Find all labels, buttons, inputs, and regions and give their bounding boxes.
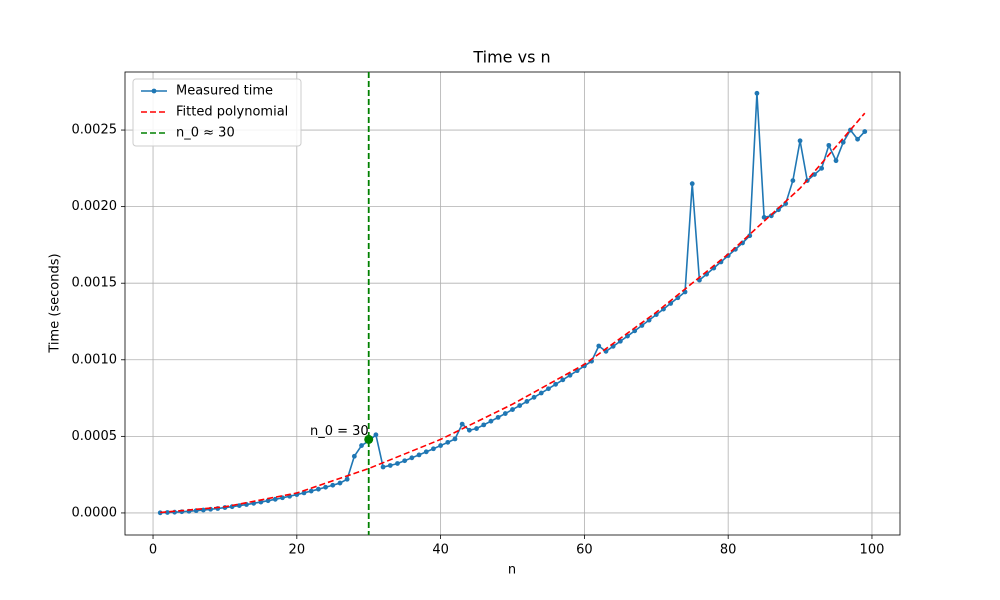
data-point <box>747 233 753 239</box>
data-point <box>459 421 465 427</box>
data-point <box>596 343 602 349</box>
data-point <box>689 181 695 187</box>
y-tick-label: 0.0020 <box>72 199 118 214</box>
data-point <box>200 507 206 513</box>
data-point <box>165 510 170 515</box>
data-point <box>416 452 422 458</box>
data-point <box>761 214 767 220</box>
data-point <box>380 464 386 470</box>
data-point <box>538 390 544 396</box>
data-point <box>351 453 357 459</box>
data-point <box>481 422 487 428</box>
data-point <box>272 496 278 502</box>
data-point <box>438 443 444 448</box>
data-point <box>474 426 479 431</box>
x-tick-label: 100 <box>860 543 885 558</box>
data-point <box>466 427 472 433</box>
data-point <box>790 178 796 183</box>
data-point <box>236 503 242 508</box>
data-point <box>445 439 451 445</box>
data-point <box>423 449 429 455</box>
y-tick-label: 0.0005 <box>72 429 118 444</box>
y-tick-label: 0.0015 <box>72 276 118 291</box>
x-axis-label: n <box>508 563 516 578</box>
data-point <box>337 480 343 486</box>
data-point <box>344 476 350 482</box>
data-point <box>359 443 364 448</box>
data-point <box>395 461 400 466</box>
data-point <box>323 484 328 490</box>
data-point <box>431 446 436 452</box>
x-tick-label: 80 <box>720 543 737 558</box>
x-tick-label: 40 <box>432 543 449 558</box>
data-point <box>754 90 760 96</box>
chart-title: Time vs n <box>472 48 550 67</box>
data-point <box>797 138 803 144</box>
series-line <box>160 112 866 514</box>
plot-frame <box>124 71 901 536</box>
data-point <box>315 486 321 492</box>
legend-box <box>132 78 302 147</box>
data-point <box>488 418 494 424</box>
data-point <box>862 129 868 134</box>
data-point <box>452 436 458 442</box>
data-point <box>510 407 515 412</box>
data-point <box>402 458 408 464</box>
data-point <box>833 158 839 164</box>
data-point <box>517 403 523 408</box>
data-point <box>502 411 508 416</box>
data-point <box>524 399 530 404</box>
legend-label: n_0 ≈ 30 <box>176 126 235 141</box>
data-point <box>495 414 501 420</box>
annotation-text: n_0 = 30 <box>310 424 369 439</box>
data-point <box>531 394 537 400</box>
data-point <box>855 136 860 142</box>
series-line <box>160 93 866 514</box>
y-axis-label: Time (seconds) <box>48 253 63 353</box>
data-point <box>567 372 573 378</box>
data-point <box>826 142 832 148</box>
legend-label: Fitted polynomial <box>176 105 288 120</box>
x-tick-label: 20 <box>289 543 306 558</box>
data-point <box>409 455 415 461</box>
x-tick-label: 0 <box>149 543 157 558</box>
data-point <box>265 498 271 504</box>
y-tick-label: 0.0010 <box>72 352 118 367</box>
data-point <box>387 463 393 468</box>
data-point <box>553 381 559 387</box>
data-point <box>546 386 551 392</box>
data-point <box>373 432 379 438</box>
data-point <box>560 377 566 383</box>
legend-label: Measured time <box>176 84 273 99</box>
y-tick-label: 0.0000 <box>72 505 118 520</box>
legend-marker <box>151 88 157 94</box>
data-point <box>768 213 774 219</box>
x-tick-label: 60 <box>576 543 593 558</box>
data-point <box>819 165 825 171</box>
data-point <box>840 139 846 145</box>
data-point <box>308 488 314 494</box>
annotation-point <box>364 434 374 444</box>
data-point <box>330 482 336 488</box>
y-tick-label: 0.0025 <box>72 123 118 138</box>
